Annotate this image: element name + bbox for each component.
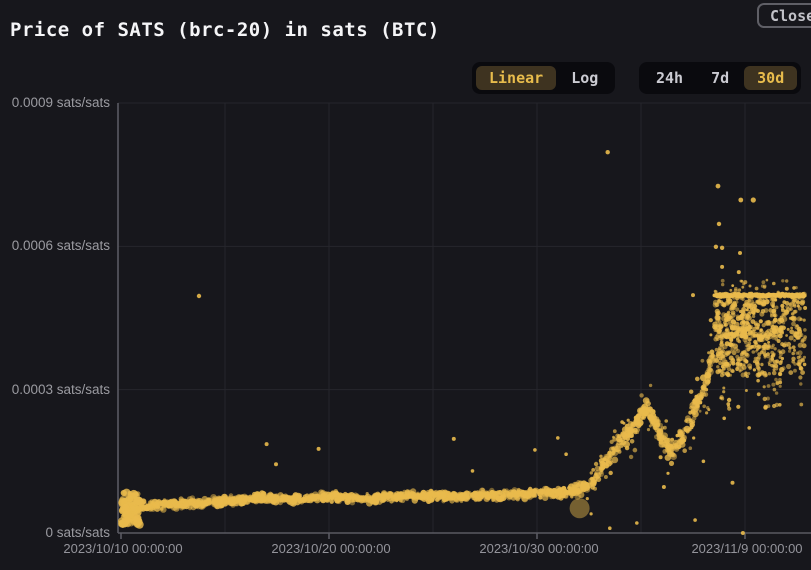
x-axis-tick-label-2: 2023/10/30 00:00:00	[479, 541, 599, 556]
range-toggle-group: 24h 7d 30d	[639, 62, 802, 94]
close-button[interactable]: Close	[757, 3, 811, 28]
scale-toggle-group: Linear Log	[472, 62, 616, 94]
y-axis-tick-label-3: 0.0009 sats/sats	[11, 95, 110, 110]
y-axis-tick-label-0: 0 sats/sats	[45, 525, 110, 540]
toggle-7d[interactable]: 7d	[711, 69, 730, 87]
x-axis-tick-label-0: 2023/10/10 00:00:00	[63, 541, 183, 556]
page-title: Price of SATS (brc-20) in sats (BTC)	[10, 19, 440, 41]
x-axis-tick-label-3: 2023/11/9 00:00:00	[691, 541, 803, 556]
x-axis-tick-label-1: 2023/10/20 00:00:00	[271, 541, 391, 556]
y-axis-tick-label-1: 0.0003 sats/sats	[11, 381, 110, 397]
toggle-log[interactable]: Log	[571, 69, 599, 87]
y-axis-tick-label-2: 0.0006 sats/sats	[11, 238, 110, 254]
toggle-linear[interactable]: Linear	[476, 66, 557, 90]
toggle-30d[interactable]: 30d	[744, 66, 798, 90]
toggle-24h[interactable]: 24h	[656, 69, 684, 87]
